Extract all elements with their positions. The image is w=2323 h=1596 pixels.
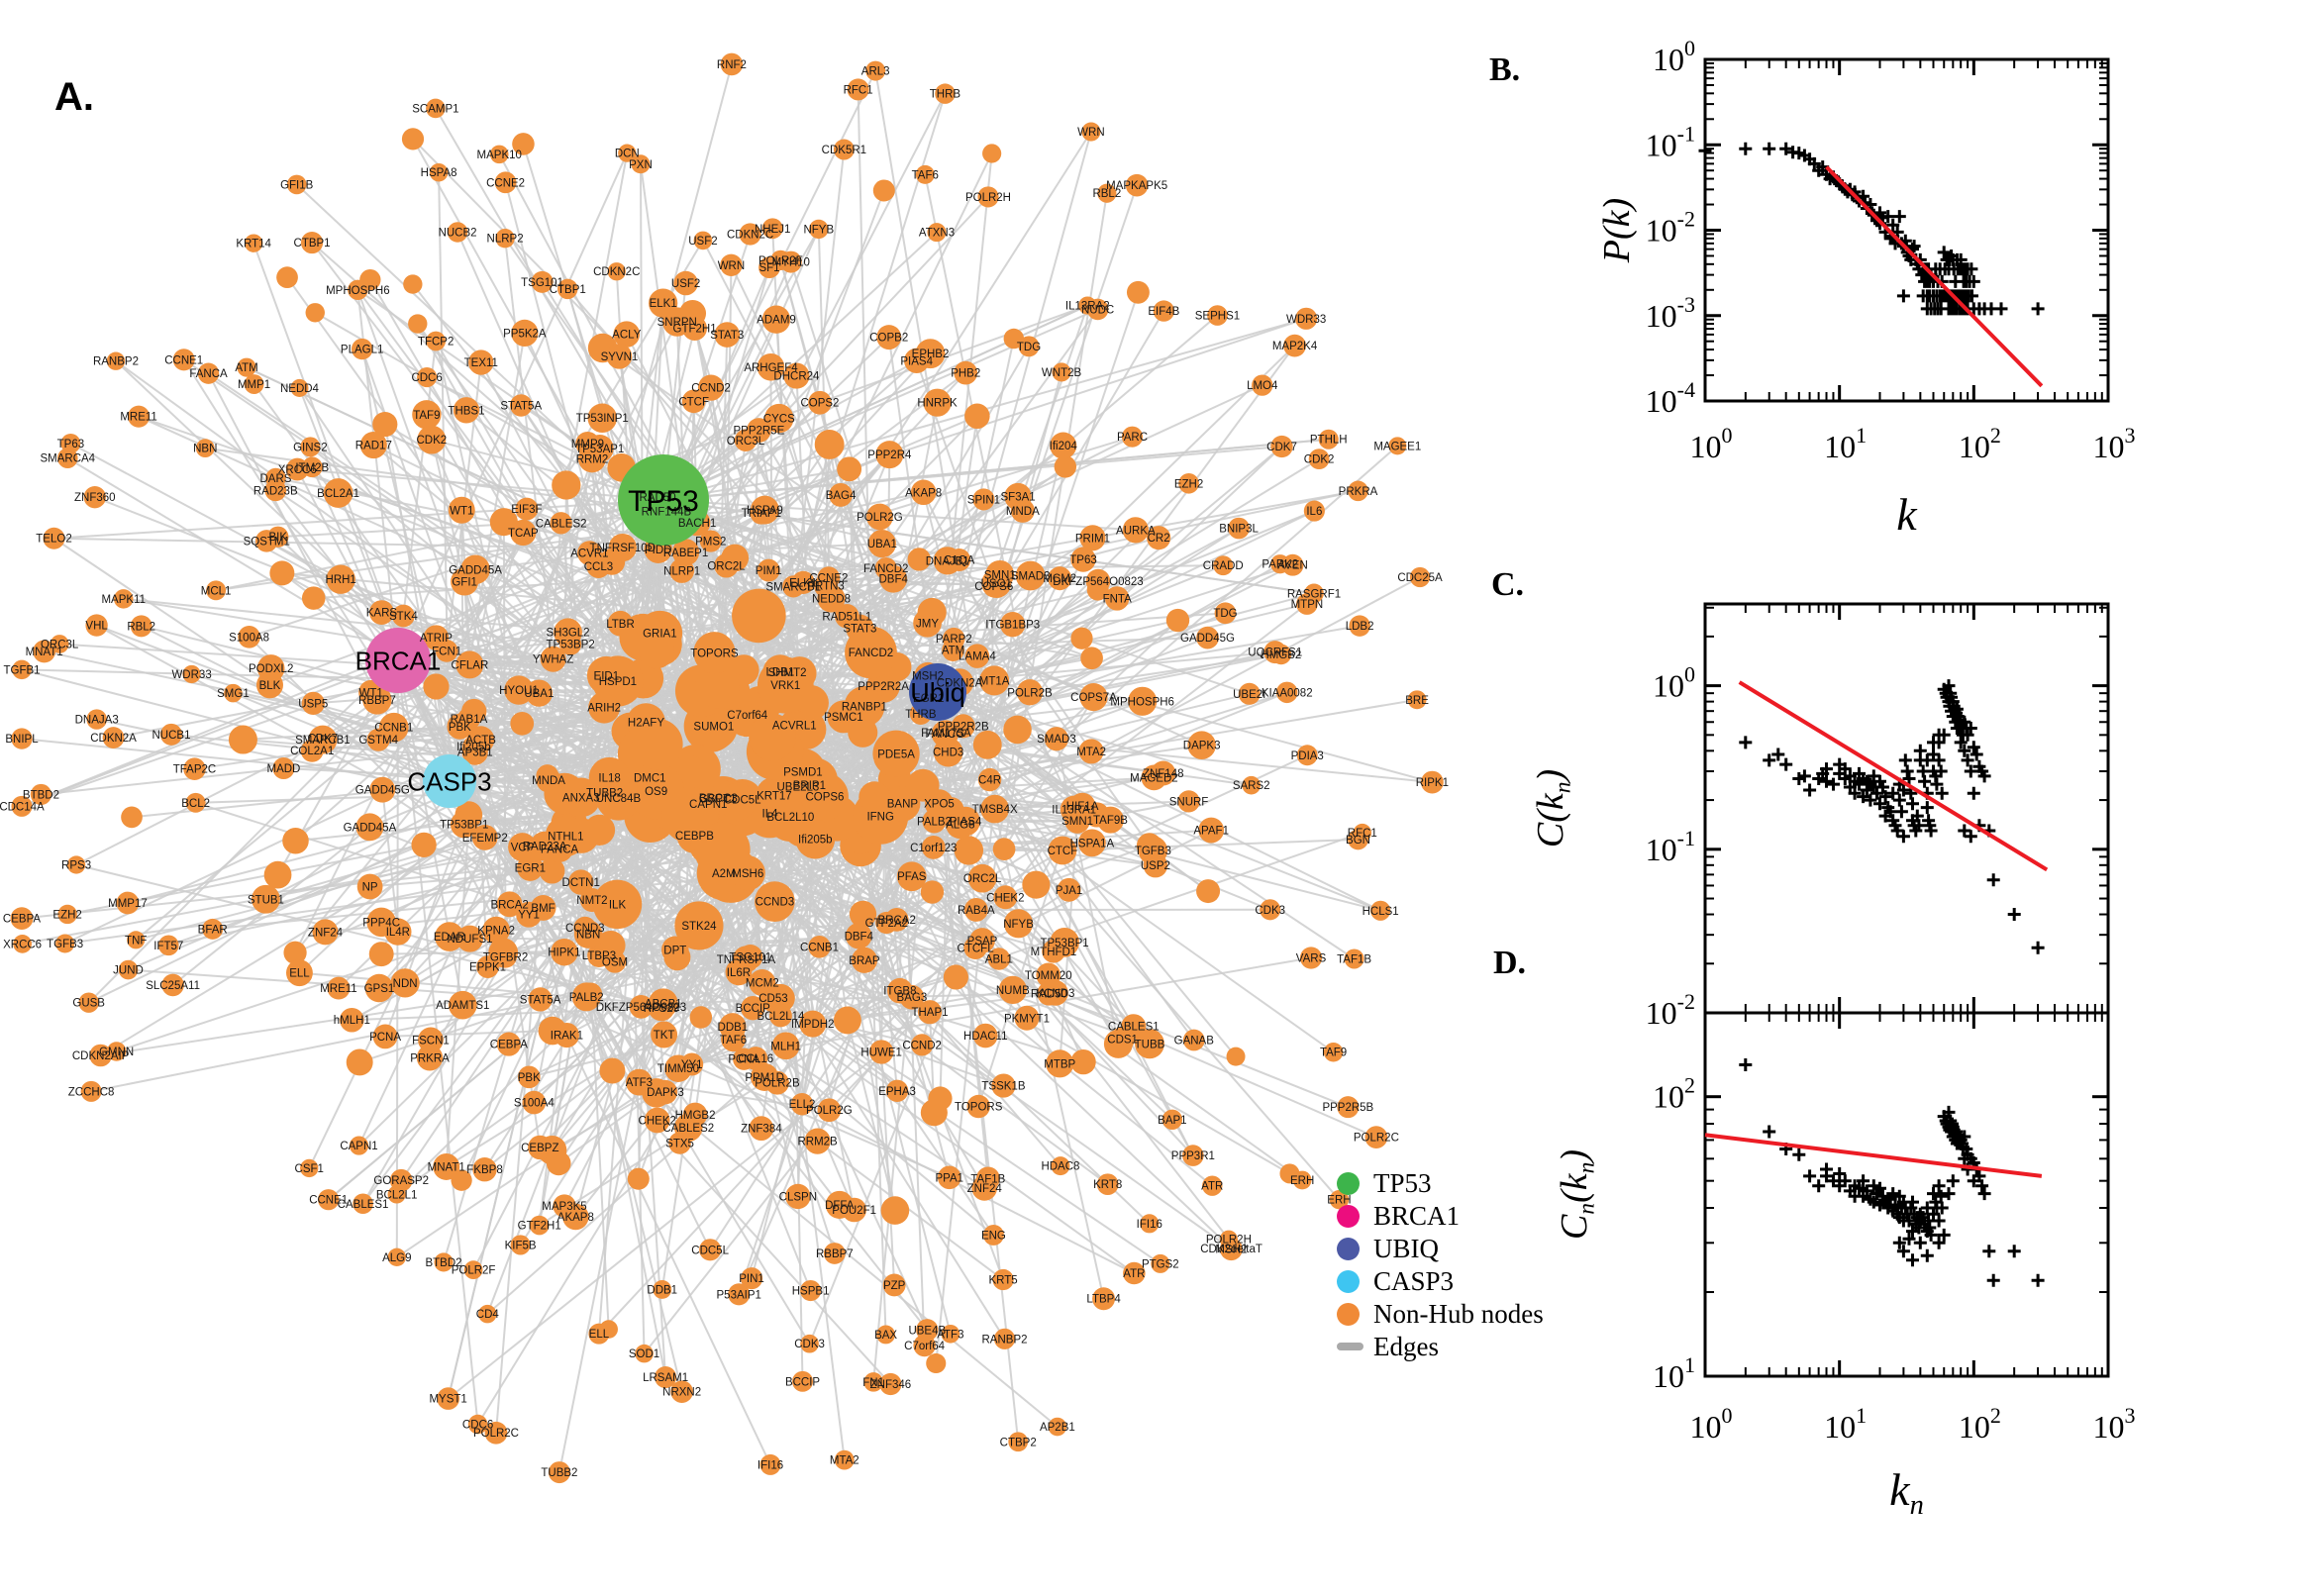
panel-label-a: A. bbox=[54, 75, 94, 119]
svg-text:C(kn): C(kn) bbox=[1530, 769, 1576, 848]
svg-text:10-1: 10-1 bbox=[1646, 826, 1695, 867]
legend-label-casp3: CASP3 bbox=[1373, 1265, 1455, 1296]
svg-text:100: 100 bbox=[1653, 662, 1695, 704]
legend-item-tp53: TP53 bbox=[1337, 1168, 1544, 1198]
brca1-node-icon bbox=[1337, 1204, 1360, 1228]
svg-text:kn: kn bbox=[1889, 1464, 1924, 1521]
legend-label-brca1: BRCA1 bbox=[1373, 1200, 1461, 1231]
svg-text:101: 101 bbox=[1824, 423, 1867, 464]
svg-text:100: 100 bbox=[1690, 1403, 1733, 1445]
panel-d-plot: 100 101 102 103 102 101 kn Cn(kn) bbox=[1554, 1011, 2136, 1521]
svg-text:10-2: 10-2 bbox=[1646, 207, 1695, 249]
fit-line bbox=[1704, 1133, 2043, 1178]
legend-item-casp3: CASP3 bbox=[1337, 1266, 1544, 1296]
scatter-points bbox=[1698, 142, 2045, 316]
svg-text:10-1: 10-1 bbox=[1646, 121, 1695, 162]
svg-text:Cn(kn): Cn(kn) bbox=[1554, 1149, 1600, 1240]
legend-item-brca1: BRCA1 bbox=[1337, 1201, 1544, 1231]
svg-text:10-4: 10-4 bbox=[1646, 377, 1695, 419]
legend-item-edges: Edges bbox=[1337, 1332, 1544, 1361]
svg-text:102: 102 bbox=[1959, 423, 2001, 464]
legend-item-ubiq: UBIQ bbox=[1337, 1234, 1544, 1263]
svg-text:101: 101 bbox=[1824, 1403, 1867, 1445]
svg-text:102: 102 bbox=[1653, 1073, 1695, 1115]
scatter-points bbox=[1739, 679, 2045, 954]
panel-label-b: B. bbox=[1489, 51, 1521, 88]
svg-text:10-2: 10-2 bbox=[1646, 989, 1695, 1031]
svg-text:101: 101 bbox=[1653, 1352, 1695, 1394]
network-graph: ELLDBF4TAF1BPOLR2GPOLR2FPOLR2CPOLR2BPOLR… bbox=[0, 52, 1449, 1484]
svg-text:100: 100 bbox=[1653, 36, 1695, 77]
nonhub-node-icon bbox=[1337, 1302, 1360, 1326]
edge-line-icon bbox=[1337, 1343, 1364, 1350]
node-labels: ELLDBF4TAF1BPOLR2GPOLR2FPOLR2CPOLR2BPOLR… bbox=[0, 59, 1449, 1479]
non-hub-nodes bbox=[10, 52, 1444, 1484]
tp53-node-icon bbox=[1337, 1171, 1360, 1195]
ubiq-node-icon bbox=[1337, 1237, 1360, 1260]
svg-text:100: 100 bbox=[1690, 423, 1733, 464]
casp3-node-icon bbox=[1337, 1269, 1360, 1293]
svg-text:k: k bbox=[1896, 489, 1918, 540]
svg-text:103: 103 bbox=[2093, 423, 2136, 464]
svg-text:10-3: 10-3 bbox=[1646, 292, 1695, 334]
svg-text:103: 103 bbox=[2093, 1403, 2136, 1445]
scatter-points bbox=[1739, 1058, 2045, 1287]
svg-text:P(k): P(k) bbox=[1596, 198, 1638, 263]
legend-label-tp53: TP53 bbox=[1373, 1167, 1432, 1198]
legend: TP53 BRCA1 UBIQ CASP3 Non-Hub nodes Edge… bbox=[1337, 1168, 1544, 1367]
legend-label-nonhub: Non-Hub nodes bbox=[1373, 1298, 1544, 1329]
svg-text:102: 102 bbox=[1959, 1403, 2001, 1445]
legend-label-edges: Edges bbox=[1373, 1331, 1439, 1361]
hub-nodes bbox=[365, 454, 966, 808]
panel-label-c: C. bbox=[1491, 566, 1525, 603]
fit-line bbox=[1738, 680, 2049, 872]
fit-line bbox=[1825, 165, 2044, 388]
panel-b-plot: 100 101 102 103 100 10-1 10-2 10-3 10-4 k P(k) bbox=[1596, 36, 2136, 540]
legend-label-ubiq: UBIQ bbox=[1373, 1233, 1439, 1263]
legend-item-nonhub: Non-Hub nodes bbox=[1337, 1299, 1544, 1329]
panel-c-plot: 100 10-1 10-2 C(kn) bbox=[1530, 602, 2110, 1031]
panel-label-d: D. bbox=[1493, 945, 1527, 981]
